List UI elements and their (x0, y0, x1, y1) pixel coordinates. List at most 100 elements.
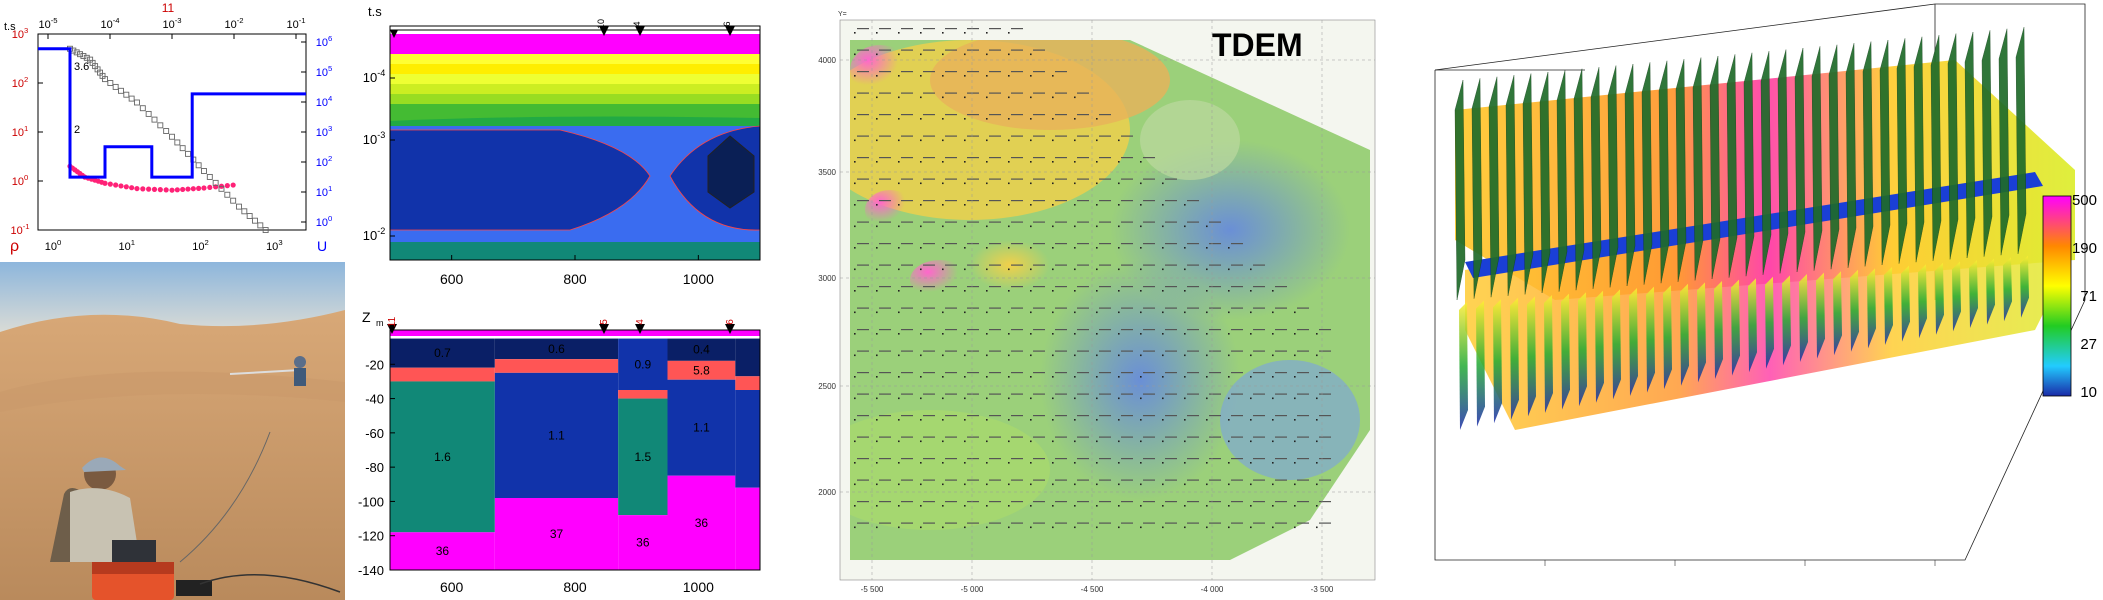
vol-fence-lower (1561, 293, 1570, 410)
map-x-tick-label: -5 000 (961, 585, 984, 594)
sounding-point (1030, 397, 1032, 400)
sounding-label-mark (945, 479, 957, 481)
calculated-point (236, 203, 242, 210)
vol-fence-upper (1692, 57, 1704, 281)
sounding-point (1228, 247, 1230, 249)
vol-fence-upper (1811, 46, 1823, 271)
vol-fence-upper (1930, 35, 1942, 261)
sounding-point (964, 311, 966, 314)
sounding-point (1052, 75, 1054, 77)
ds-station-label: 6 (725, 319, 736, 325)
sounding-point (920, 204, 922, 206)
vol-fence-lower (1544, 295, 1553, 413)
ds-station-marker (635, 324, 645, 334)
sounding-point (898, 333, 900, 335)
sounding-point (898, 139, 900, 142)
sounding-label-mark (1209, 307, 1221, 309)
observed-point (157, 187, 163, 193)
sounding-label-mark (1143, 501, 1155, 503)
map-y-tick-label: 3500 (818, 168, 836, 177)
vol-fence-upper (1845, 43, 1857, 268)
sounding-point (1074, 505, 1076, 507)
sounding-point (1316, 333, 1318, 335)
sounding-point (1030, 204, 1032, 206)
calculated-point (241, 208, 248, 215)
sounding-label-mark (879, 71, 891, 73)
sounding-point (1008, 483, 1010, 486)
sounding-point (964, 268, 966, 271)
ds-layer (667, 475, 736, 570)
sounding-point (1162, 247, 1164, 249)
sounding-point (1294, 505, 1296, 507)
sounding-label-mark (967, 522, 979, 524)
sounding-point (942, 32, 944, 34)
sounding-point (1184, 419, 1186, 421)
sounding-point (1030, 225, 1032, 228)
sounding-point (1096, 139, 1098, 142)
ts-station-marker (390, 30, 398, 38)
sounding-label-mark (1165, 178, 1177, 180)
sounding-point (942, 53, 944, 56)
sounding-label-mark (857, 307, 869, 309)
sounding-point (1008, 290, 1010, 292)
sounding-point (854, 462, 856, 464)
vol-fence-upper (1539, 71, 1551, 294)
sounding-label-mark (1319, 501, 1331, 503)
sounding-label-mark (1275, 329, 1287, 331)
sounding-label-mark (1011, 372, 1023, 374)
sounding-point (964, 32, 966, 34)
vol-fence-lower (2020, 255, 2029, 318)
sounding-label-mark (1055, 415, 1067, 417)
sounding-label-mark (1099, 501, 1111, 503)
calculated-point (102, 76, 108, 83)
sounding-label-mark (945, 286, 957, 288)
sounding-label-mark (1143, 436, 1155, 438)
sounding-point (1052, 526, 1054, 529)
ds-layer-value: 36 (436, 544, 450, 558)
sounding-label-mark (1033, 114, 1045, 116)
sounding-point (1008, 225, 1010, 228)
sounding-point (854, 333, 856, 335)
sounding-point (1030, 311, 1032, 314)
sounding-point (898, 225, 900, 228)
sounding-point (1118, 225, 1120, 228)
sounding-label-mark (989, 157, 1001, 159)
sounding-label-mark (1209, 350, 1221, 352)
sounding-label-mark (1077, 200, 1089, 202)
sounding-label-mark (1011, 479, 1023, 481)
ds-layer (390, 381, 495, 533)
sounding-point (898, 53, 900, 56)
sounding-point (854, 397, 856, 400)
sounding-label-mark (1253, 350, 1265, 352)
sounding-label-mark (1011, 436, 1023, 438)
sounding-point (1030, 268, 1032, 271)
sounding-point (1074, 354, 1076, 357)
vol-fence-upper (1641, 62, 1653, 285)
sounding-label-mark (857, 286, 869, 288)
sounding-label-mark (989, 200, 1001, 202)
sounding-label-mark (1297, 307, 1309, 309)
sounding-point (986, 32, 988, 34)
sounding-label-mark (967, 307, 979, 309)
sounding-label-mark (901, 28, 913, 30)
sounding-point (1052, 268, 1054, 271)
sounding-point (1008, 268, 1010, 271)
ds-y-tick-label: -140 (358, 563, 384, 578)
sounding-point (898, 247, 900, 249)
time-section-chart: t.s 10-410-310-2 600 800 1000 10 4 6 (350, 0, 790, 300)
sounding-label-mark (1099, 522, 1111, 524)
vol-fence-lower (1714, 281, 1723, 379)
sounding-label-mark (1231, 522, 1243, 524)
sounding-point (1096, 290, 1098, 292)
sounding-label-mark (857, 200, 869, 202)
sounding-point (1206, 311, 1208, 314)
sounding-label-mark (923, 71, 935, 73)
sounding-label-mark (1099, 436, 1111, 438)
sounding-point (942, 290, 944, 292)
sounding-point (1096, 161, 1098, 163)
sounding-point (1052, 96, 1054, 99)
sounding-label-mark (1077, 522, 1089, 524)
sounding-point (920, 139, 922, 142)
sounding-point (1272, 311, 1274, 314)
sounding-point (1030, 53, 1032, 56)
